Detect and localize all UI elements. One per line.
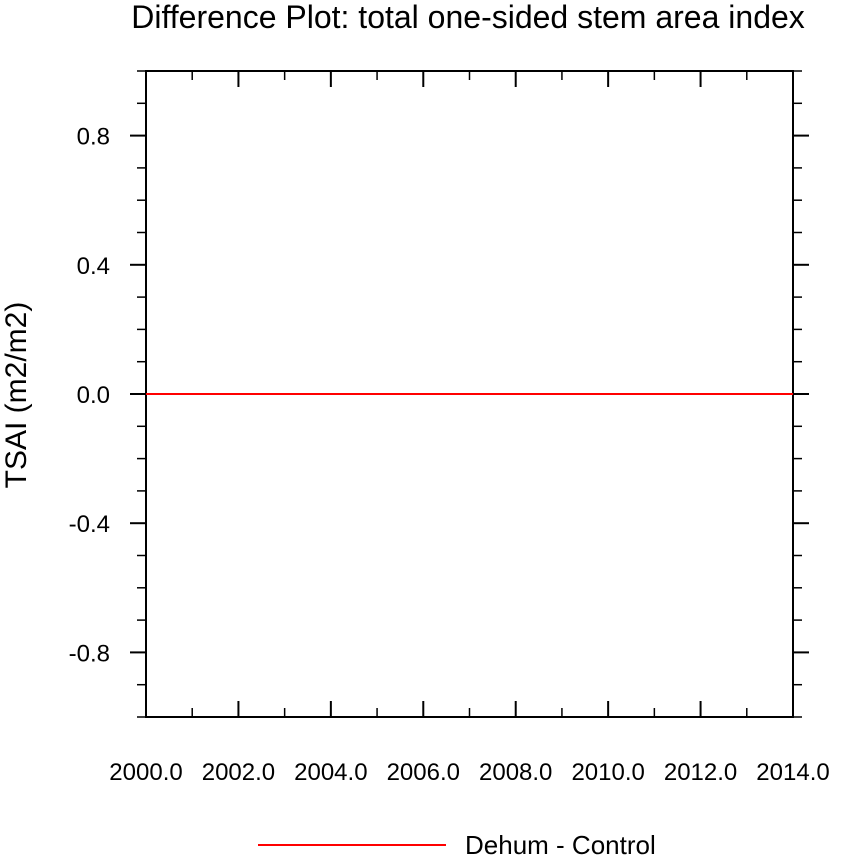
x-tick-label: 2006.0 [387,759,460,786]
chart-title: Difference Plot: total one-sided stem ar… [131,0,805,35]
y-tick-label: -0.8 [69,640,110,667]
y-tick-label: 0.8 [77,124,110,151]
x-tick-label: 2012.0 [664,759,737,786]
x-tick-label: 2000.0 [109,759,182,786]
y-tick-label: 0.4 [77,253,110,280]
y-tick-label: -0.4 [69,511,110,538]
plot-area: 2000.0 2002.0 2004.0 2006.0 2008.0 2010.0 2012… [69,70,830,786]
legend-label: Dehum - Control [465,830,656,857]
x-tick-label: 2014.0 [756,759,829,786]
legend: Dehum - Control [258,830,656,860]
x-tick-label: 2004.0 [294,759,367,786]
x-tick-label: 2010.0 [571,759,644,786]
x-tick-label: 2008.0 [479,759,552,786]
x-tick-label: 2002.0 [202,759,275,786]
y-axis-label: TSAI (m2/m2) [0,302,33,489]
y-tick-label: 0.0 [77,382,110,409]
